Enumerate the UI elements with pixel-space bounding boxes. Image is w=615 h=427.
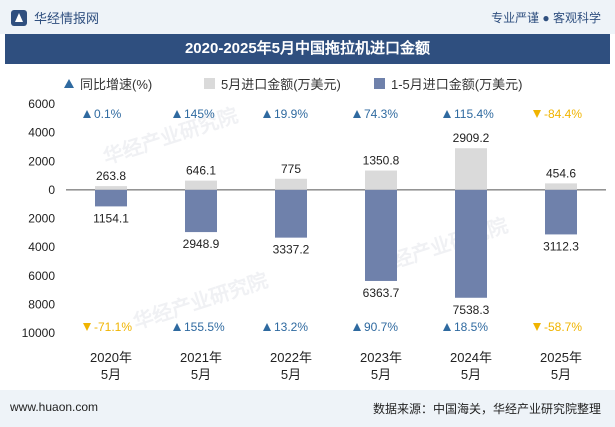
legend-item-growth: 同比增速(%) xyxy=(64,74,152,93)
bar-may xyxy=(545,183,577,190)
y-tick-label: 2000 xyxy=(28,212,55,226)
x-tick-label: 5月 xyxy=(101,367,121,382)
data-label-ytd: 1154.1 xyxy=(93,211,129,225)
legend-may-swatch xyxy=(204,78,215,89)
growth-up-marker xyxy=(173,110,181,118)
x-tick-label: 2024年 xyxy=(450,350,492,365)
legend-ytd-swatch xyxy=(374,78,385,89)
growth-up-marker xyxy=(173,323,181,331)
header-bar: 华经情报网 专业严谨 ● 客观科学 xyxy=(0,0,615,34)
bar-ytd xyxy=(455,189,487,298)
growth-label: -84.4% xyxy=(544,107,582,121)
growth-label: 145% xyxy=(184,107,215,121)
y-tick-label: 4000 xyxy=(28,126,55,140)
growth-label: 155.5% xyxy=(184,320,225,334)
y-tick-label: 2000 xyxy=(28,154,55,168)
bar-ytd xyxy=(365,189,397,281)
growth-down-marker xyxy=(533,323,541,331)
growth-label: 74.3% xyxy=(364,107,398,121)
x-tick-label: 5月 xyxy=(281,367,301,382)
data-label-ytd: 3337.2 xyxy=(273,243,310,257)
legend-growth-label: 同比增速(%) xyxy=(80,77,153,92)
bar-ytd xyxy=(185,189,217,233)
x-tick-label: 5月 xyxy=(551,367,571,382)
data-label-may: 2909.2 xyxy=(453,131,490,145)
x-tick-label: 2021年 xyxy=(180,350,222,365)
x-tick-label: 5月 xyxy=(191,367,211,382)
y-tick-label: 6000 xyxy=(28,97,55,111)
bar-ytd xyxy=(545,189,577,235)
growth-up-marker xyxy=(263,110,271,118)
x-tick-label: 5月 xyxy=(371,367,391,382)
x-tick-label: 2023年 xyxy=(360,350,402,365)
data-label-ytd: 7538.3 xyxy=(453,303,490,317)
logo-icon xyxy=(11,9,27,26)
growth-down-marker xyxy=(83,323,91,331)
data-label-ytd: 2948.9 xyxy=(183,237,220,251)
growth-up-marker xyxy=(83,110,91,118)
growth-up-marker xyxy=(353,110,361,118)
bar-ytd xyxy=(275,189,307,238)
legend-growth-marker-icon xyxy=(64,79,74,88)
x-tick-label: 2020年 xyxy=(90,350,132,365)
brand[interactable]: 华经情报网 xyxy=(10,8,99,27)
growth-up-marker xyxy=(353,323,361,331)
bar-ytd xyxy=(95,189,127,207)
brand-name: 华经情报网 xyxy=(34,11,100,26)
data-label-ytd: 6363.7 xyxy=(363,286,400,300)
data-label-may: 454.6 xyxy=(546,166,576,180)
chart-canvas: 6000 4000 2000 0 2000 4000 6000 8000 10000 263.8 1… xyxy=(22,97,606,382)
chart-legend: 同比增速(%) 5月进口金额(万美元) 1-5月进口金额(万美元) xyxy=(0,74,615,94)
x-tick-label: 5月 xyxy=(461,367,481,382)
footer-bar: www.huaon.com 数据来源：中国海关，华经产业研究院整理 xyxy=(0,390,615,427)
legend-item-may: 5月进口金额(万美元) xyxy=(204,74,341,93)
y-tick-label: 0 xyxy=(48,183,55,197)
bar-may xyxy=(185,180,217,190)
growth-label: -71.1% xyxy=(94,320,132,334)
chart-title: 2020-2025年5月中国拖拉机进口金额 xyxy=(5,34,610,64)
data-label-may: 263.8 xyxy=(96,169,126,183)
bar-may xyxy=(275,178,307,190)
legend-ytd-label: 1-5月进口金额(万美元) xyxy=(391,77,523,92)
footer-source: 数据来源：中国海关，华经产业研究院整理 xyxy=(372,402,601,416)
bar-may xyxy=(455,148,487,190)
growth-label: 0.1% xyxy=(94,107,122,121)
tagline: 专业严谨 ● 客观科学 xyxy=(491,11,601,25)
x-tick-label: 2022年 xyxy=(270,350,312,365)
growth-down-marker xyxy=(533,110,541,118)
y-tick-label: 6000 xyxy=(28,269,55,283)
data-label-may: 1350.8 xyxy=(363,154,400,168)
growth-label: 13.2% xyxy=(274,320,308,334)
data-label-may: 775 xyxy=(281,162,301,176)
y-tick-label: 10000 xyxy=(22,326,56,340)
legend-may-label: 5月进口金额(万美元) xyxy=(221,77,341,92)
growth-up-marker xyxy=(443,110,451,118)
bar-may xyxy=(95,186,127,190)
data-label-ytd: 3112.3 xyxy=(543,239,579,253)
growth-label: 115.4% xyxy=(454,107,494,121)
growth-label: -58.7% xyxy=(544,320,582,334)
growth-label: 90.7% xyxy=(364,320,398,334)
growth-up-marker xyxy=(263,323,271,331)
y-tick-label: 4000 xyxy=(28,240,55,254)
growth-label: 19.9% xyxy=(274,107,308,121)
x-tick-label: 2025年 xyxy=(540,350,582,365)
footer-website[interactable]: www.huaon.com xyxy=(10,400,99,414)
growth-up-marker xyxy=(443,323,451,331)
data-label-may: 646.1 xyxy=(186,164,216,178)
bar-may xyxy=(365,170,397,190)
growth-label: 18.5% xyxy=(454,320,488,334)
legend-item-ytd: 1-5月进口金额(万美元) xyxy=(374,74,522,93)
y-tick-label: 8000 xyxy=(28,297,55,311)
